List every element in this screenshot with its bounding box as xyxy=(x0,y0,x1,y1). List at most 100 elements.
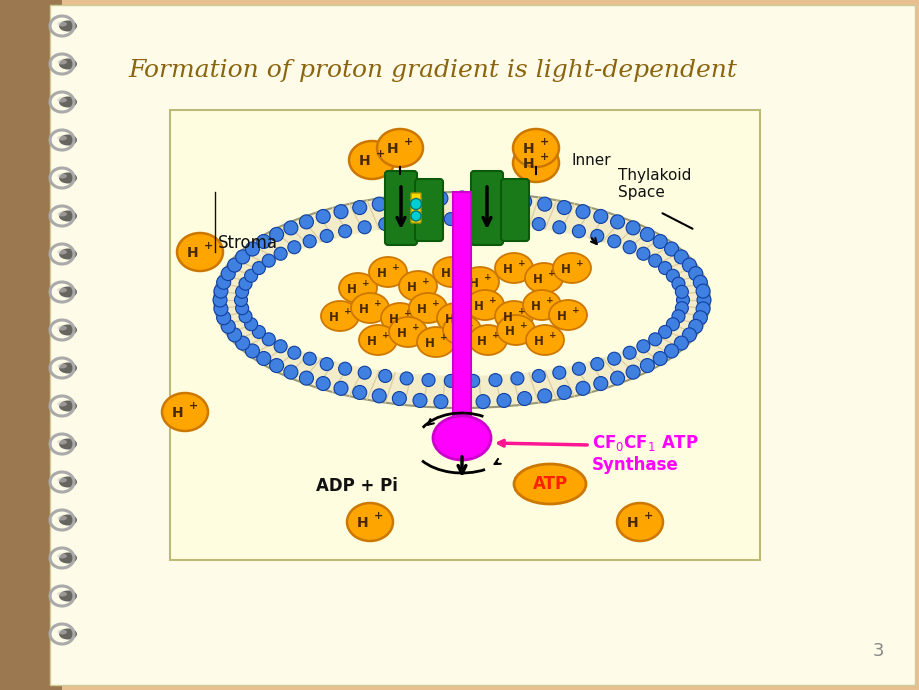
Text: H: H xyxy=(329,310,338,324)
Text: +: + xyxy=(489,295,496,304)
Text: H: H xyxy=(561,262,571,275)
Circle shape xyxy=(466,375,479,387)
Circle shape xyxy=(217,275,231,289)
Circle shape xyxy=(572,362,584,375)
Circle shape xyxy=(590,357,603,371)
Text: +: + xyxy=(517,259,526,268)
Text: H: H xyxy=(397,326,406,339)
Text: H: H xyxy=(523,157,534,171)
FancyBboxPatch shape xyxy=(411,193,421,223)
Ellipse shape xyxy=(59,97,77,108)
Text: H: H xyxy=(406,281,416,293)
Ellipse shape xyxy=(416,327,455,357)
Text: +: + xyxy=(548,268,555,277)
Circle shape xyxy=(575,382,589,395)
Text: +: + xyxy=(376,149,385,159)
Ellipse shape xyxy=(57,364,67,368)
Text: H: H xyxy=(387,142,398,156)
Circle shape xyxy=(256,351,270,366)
Text: +: + xyxy=(381,331,390,339)
Text: H: H xyxy=(473,299,483,313)
Circle shape xyxy=(234,293,247,306)
FancyBboxPatch shape xyxy=(0,0,62,690)
Text: H: H xyxy=(450,324,460,337)
Text: 3: 3 xyxy=(871,642,883,660)
Circle shape xyxy=(538,197,551,211)
Ellipse shape xyxy=(57,629,67,635)
Text: Thylakoid: Thylakoid xyxy=(618,168,690,182)
Circle shape xyxy=(610,371,624,385)
Text: +: + xyxy=(374,299,381,308)
Circle shape xyxy=(640,228,653,242)
Text: ADP + Pi: ADP + Pi xyxy=(316,477,398,495)
Ellipse shape xyxy=(59,210,77,221)
Circle shape xyxy=(316,377,330,391)
Circle shape xyxy=(496,193,510,206)
Circle shape xyxy=(648,254,661,267)
Ellipse shape xyxy=(57,553,67,558)
Text: H: H xyxy=(557,310,566,322)
Circle shape xyxy=(693,275,707,289)
Circle shape xyxy=(696,284,709,298)
Circle shape xyxy=(434,191,448,206)
Circle shape xyxy=(671,310,685,323)
Ellipse shape xyxy=(409,293,447,323)
Circle shape xyxy=(697,293,710,307)
Text: +: + xyxy=(404,137,414,147)
Circle shape xyxy=(517,195,531,208)
FancyBboxPatch shape xyxy=(471,171,503,245)
Ellipse shape xyxy=(57,288,67,293)
Text: Synthase: Synthase xyxy=(591,456,678,474)
Circle shape xyxy=(466,213,479,226)
Circle shape xyxy=(217,310,231,325)
Text: +: + xyxy=(575,259,584,268)
Ellipse shape xyxy=(351,293,389,323)
Text: +: + xyxy=(189,401,199,411)
Text: +: + xyxy=(422,277,429,286)
Circle shape xyxy=(338,225,351,238)
Ellipse shape xyxy=(57,440,67,444)
FancyBboxPatch shape xyxy=(170,110,759,560)
Circle shape xyxy=(682,328,696,342)
Circle shape xyxy=(239,310,252,323)
Circle shape xyxy=(357,221,370,234)
Circle shape xyxy=(379,369,391,382)
Ellipse shape xyxy=(496,315,535,345)
Circle shape xyxy=(665,318,678,331)
Text: +: + xyxy=(643,511,652,521)
Circle shape xyxy=(262,254,275,267)
Circle shape xyxy=(575,205,589,219)
Text: H: H xyxy=(469,277,479,290)
Circle shape xyxy=(413,193,426,206)
Circle shape xyxy=(636,339,649,353)
Circle shape xyxy=(658,262,671,275)
FancyBboxPatch shape xyxy=(414,179,443,241)
Text: H: H xyxy=(523,142,534,156)
Circle shape xyxy=(252,262,265,275)
Text: +: + xyxy=(439,333,448,342)
Ellipse shape xyxy=(433,257,471,287)
Ellipse shape xyxy=(59,324,77,335)
Circle shape xyxy=(391,391,406,406)
Circle shape xyxy=(284,365,298,379)
Ellipse shape xyxy=(377,129,423,167)
Circle shape xyxy=(510,372,523,385)
FancyBboxPatch shape xyxy=(384,171,416,245)
Circle shape xyxy=(593,377,607,391)
Ellipse shape xyxy=(162,393,208,431)
Ellipse shape xyxy=(59,248,77,259)
Ellipse shape xyxy=(59,286,77,297)
Ellipse shape xyxy=(617,503,663,541)
Circle shape xyxy=(244,318,257,331)
Text: H: H xyxy=(377,266,387,279)
Circle shape xyxy=(538,389,551,403)
Circle shape xyxy=(274,247,287,260)
Circle shape xyxy=(675,285,687,298)
Circle shape xyxy=(338,362,351,375)
Ellipse shape xyxy=(466,290,504,320)
Circle shape xyxy=(488,373,502,386)
Ellipse shape xyxy=(57,515,67,520)
Circle shape xyxy=(422,213,435,226)
Text: H: H xyxy=(416,302,426,315)
Ellipse shape xyxy=(348,141,394,179)
